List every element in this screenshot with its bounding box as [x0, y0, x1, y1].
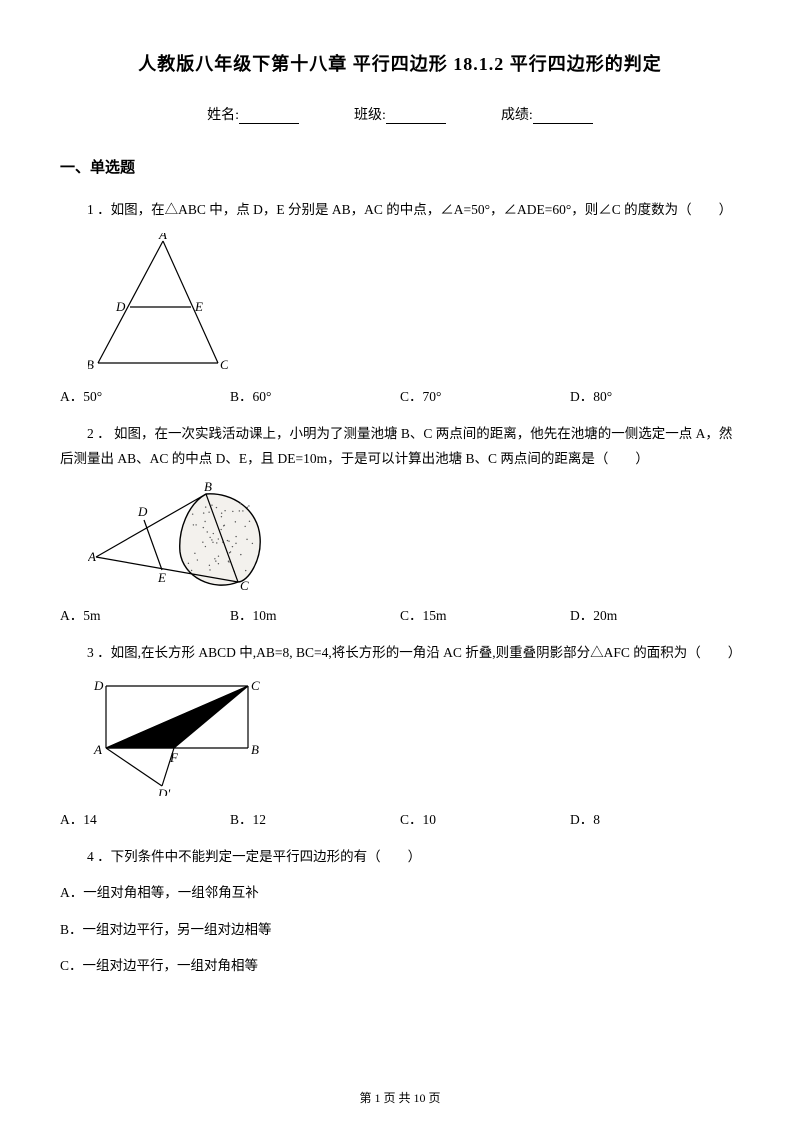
section-heading: 一、单选题: [60, 156, 740, 177]
q1-opt-b: B．60°: [230, 385, 400, 405]
svg-text:A: A: [93, 742, 102, 757]
q1-opt-d: D．80°: [570, 385, 740, 405]
score-label: 成绩:: [501, 108, 533, 123]
svg-text:A: A: [158, 233, 167, 242]
q3-opt-b: B．12: [230, 808, 400, 828]
q2-opt-b: B．10m: [230, 604, 400, 624]
svg-text:E: E: [194, 299, 203, 314]
svg-text:C: C: [251, 678, 260, 693]
svg-text:D: D: [115, 299, 126, 314]
q1-opt-a: A．50°: [60, 385, 230, 405]
svg-text:D: D: [137, 504, 148, 519]
svg-text:C: C: [220, 357, 228, 372]
svg-text:E: E: [157, 570, 166, 585]
q4-text: 4 ．下列条件中不能判定一定是平行四边形的有（ ）: [60, 844, 740, 870]
q2-opt-d: D．20m: [570, 604, 740, 624]
q1-opt-c: C．70°: [400, 385, 570, 405]
q2-opt-c: C．15m: [400, 604, 570, 624]
svg-text:B: B: [204, 482, 212, 494]
class-label: 班级:: [354, 108, 386, 123]
name-blank: [239, 110, 299, 124]
q2-text: 2 ． 如图，在一次实践活动课上，小明为了测量池塘 B、C 两点间的距离，他先在…: [60, 421, 740, 472]
svg-text:D: D: [93, 678, 104, 693]
q2-options: A．5m B．10m C．15m D．20m: [60, 604, 740, 624]
q3-figure: D C A B F D': [88, 676, 740, 796]
q4-opt-b: B．一组对边平行，另一组对边相等: [60, 916, 740, 944]
q3-text: 3 ．如图,在长方形 ABCD 中,AB=8, BC=4,将长方形的一角沿 AC…: [60, 640, 740, 666]
svg-text:B: B: [88, 357, 94, 372]
svg-text:A: A: [88, 549, 96, 564]
q4-opt-a: A．一组对角相等，一组邻角互补: [60, 879, 740, 907]
q1-text: 1 ．如图，在△ABC 中，点 D，E 分别是 AB，AC 的中点，∠A=50°…: [60, 197, 740, 223]
q3-opt-d: D．8: [570, 808, 740, 828]
svg-text:D': D': [157, 786, 170, 796]
class-blank: [386, 110, 446, 124]
q1-figure: A B C D E: [88, 233, 740, 373]
name-label: 姓名:: [207, 108, 239, 123]
q1-options: A．50° B．60° C．70° D．80°: [60, 385, 740, 405]
page-title: 人教版八年级下第十八章 平行四边形 18.1.2 平行四边形的判定: [60, 50, 740, 76]
q4-opt-c: C．一组对边平行，一组对角相等: [60, 952, 740, 980]
q3-options: A．14 B．12 C．10 D．8: [60, 808, 740, 828]
q3-opt-a: A．14: [60, 808, 230, 828]
info-line: 姓名: 班级: 成绩:: [60, 104, 740, 124]
q2-opt-a: A．5m: [60, 604, 230, 624]
svg-text:B: B: [251, 742, 259, 757]
score-blank: [533, 110, 593, 124]
q3-opt-c: C．10: [400, 808, 570, 828]
svg-text:C: C: [240, 578, 249, 592]
svg-text:F: F: [169, 750, 179, 765]
page-footer: 第 1 页 共 10 页: [0, 1089, 800, 1106]
q2-figure: A B C D E: [88, 482, 740, 592]
